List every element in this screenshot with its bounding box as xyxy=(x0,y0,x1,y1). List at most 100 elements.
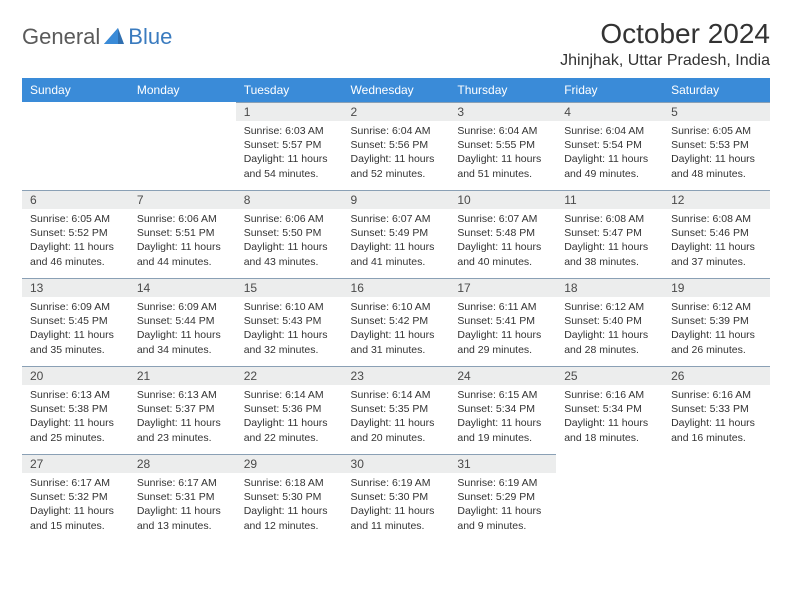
sunrise-line: Sunrise: 6:16 AM xyxy=(564,388,655,402)
sunset-line: Sunset: 5:50 PM xyxy=(244,226,335,240)
day-detail: Sunrise: 6:08 AMSunset: 5:46 PMDaylight:… xyxy=(663,209,770,275)
calendar-cell: 8Sunrise: 6:06 AMSunset: 5:50 PMDaylight… xyxy=(236,190,343,278)
daylight-line-1: Daylight: 11 hours xyxy=(457,328,548,342)
calendar-cell: 27Sunrise: 6:17 AMSunset: 5:32 PMDayligh… xyxy=(22,454,129,542)
day-number: 18 xyxy=(556,278,663,297)
day-detail: Sunrise: 6:19 AMSunset: 5:30 PMDaylight:… xyxy=(343,473,450,539)
daylight-line-2: and 31 minutes. xyxy=(351,343,442,357)
day-detail: Sunrise: 6:04 AMSunset: 5:54 PMDaylight:… xyxy=(556,121,663,187)
daylight-line-1: Daylight: 11 hours xyxy=(351,328,442,342)
daylight-line-1: Daylight: 11 hours xyxy=(30,504,121,518)
calendar-cell xyxy=(556,454,663,542)
day-detail: Sunrise: 6:07 AMSunset: 5:49 PMDaylight:… xyxy=(343,209,450,275)
sunset-line: Sunset: 5:32 PM xyxy=(30,490,121,504)
sunrise-line: Sunrise: 6:08 AM xyxy=(564,212,655,226)
daylight-line-1: Daylight: 11 hours xyxy=(564,152,655,166)
daylight-line-1: Daylight: 11 hours xyxy=(351,240,442,254)
day-detail: Sunrise: 6:17 AMSunset: 5:31 PMDaylight:… xyxy=(129,473,236,539)
daylight-line-2: and 40 minutes. xyxy=(457,255,548,269)
daylight-line-2: and 28 minutes. xyxy=(564,343,655,357)
daylight-line-2: and 46 minutes. xyxy=(30,255,121,269)
day-number: 23 xyxy=(343,366,450,385)
daylight-line-1: Daylight: 11 hours xyxy=(30,328,121,342)
daylight-line-2: and 18 minutes. xyxy=(564,431,655,445)
calendar-cell: 15Sunrise: 6:10 AMSunset: 5:43 PMDayligh… xyxy=(236,278,343,366)
daylight-line-2: and 29 minutes. xyxy=(457,343,548,357)
daylight-line-1: Daylight: 11 hours xyxy=(457,240,548,254)
calendar-row: 20Sunrise: 6:13 AMSunset: 5:38 PMDayligh… xyxy=(22,366,770,454)
daylight-line-1: Daylight: 11 hours xyxy=(671,240,762,254)
daylight-line-1: Daylight: 11 hours xyxy=(351,504,442,518)
sunset-line: Sunset: 5:52 PM xyxy=(30,226,121,240)
day-number: 17 xyxy=(449,278,556,297)
calendar-cell: 21Sunrise: 6:13 AMSunset: 5:37 PMDayligh… xyxy=(129,366,236,454)
calendar-cell: 24Sunrise: 6:15 AMSunset: 5:34 PMDayligh… xyxy=(449,366,556,454)
calendar-cell: 20Sunrise: 6:13 AMSunset: 5:38 PMDayligh… xyxy=(22,366,129,454)
daylight-line-2: and 32 minutes. xyxy=(244,343,335,357)
day-detail: Sunrise: 6:05 AMSunset: 5:53 PMDaylight:… xyxy=(663,121,770,187)
sunrise-line: Sunrise: 6:06 AM xyxy=(137,212,228,226)
day-detail: Sunrise: 6:13 AMSunset: 5:38 PMDaylight:… xyxy=(22,385,129,451)
day-number: 14 xyxy=(129,278,236,297)
weekday-header: Thursday xyxy=(449,78,556,102)
day-detail: Sunrise: 6:07 AMSunset: 5:48 PMDaylight:… xyxy=(449,209,556,275)
daylight-line-2: and 11 minutes. xyxy=(351,519,442,533)
calendar-cell: 4Sunrise: 6:04 AMSunset: 5:54 PMDaylight… xyxy=(556,102,663,190)
sunset-line: Sunset: 5:41 PM xyxy=(457,314,548,328)
sunset-line: Sunset: 5:45 PM xyxy=(30,314,121,328)
sunset-line: Sunset: 5:29 PM xyxy=(457,490,548,504)
calendar-row: 1Sunrise: 6:03 AMSunset: 5:57 PMDaylight… xyxy=(22,102,770,190)
location: Jhinjhak, Uttar Pradesh, India xyxy=(560,52,770,70)
sunset-line: Sunset: 5:53 PM xyxy=(671,138,762,152)
calendar-cell: 12Sunrise: 6:08 AMSunset: 5:46 PMDayligh… xyxy=(663,190,770,278)
daylight-line-1: Daylight: 11 hours xyxy=(457,416,548,430)
day-number: 12 xyxy=(663,190,770,209)
daylight-line-1: Daylight: 11 hours xyxy=(244,152,335,166)
sunrise-line: Sunrise: 6:16 AM xyxy=(671,388,762,402)
daylight-line-1: Daylight: 11 hours xyxy=(137,416,228,430)
sunset-line: Sunset: 5:46 PM xyxy=(671,226,762,240)
sunrise-line: Sunrise: 6:05 AM xyxy=(671,124,762,138)
day-number: 31 xyxy=(449,454,556,473)
day-detail: Sunrise: 6:16 AMSunset: 5:34 PMDaylight:… xyxy=(556,385,663,451)
day-number: 8 xyxy=(236,190,343,209)
calendar-cell: 3Sunrise: 6:04 AMSunset: 5:55 PMDaylight… xyxy=(449,102,556,190)
calendar-cell: 23Sunrise: 6:14 AMSunset: 5:35 PMDayligh… xyxy=(343,366,450,454)
calendar-cell: 1Sunrise: 6:03 AMSunset: 5:57 PMDaylight… xyxy=(236,102,343,190)
sunrise-line: Sunrise: 6:19 AM xyxy=(351,476,442,490)
sunset-line: Sunset: 5:30 PM xyxy=(351,490,442,504)
day-number: 7 xyxy=(129,190,236,209)
day-number: 21 xyxy=(129,366,236,385)
daylight-line-1: Daylight: 11 hours xyxy=(137,328,228,342)
day-number: 2 xyxy=(343,102,450,121)
calendar-cell xyxy=(22,102,129,190)
day-detail: Sunrise: 6:13 AMSunset: 5:37 PMDaylight:… xyxy=(129,385,236,451)
weekday-header: Sunday xyxy=(22,78,129,102)
sunrise-line: Sunrise: 6:04 AM xyxy=(564,124,655,138)
title-block: October 2024 Jhinjhak, Uttar Pradesh, In… xyxy=(560,18,770,70)
header: General Blue October 2024 Jhinjhak, Utta… xyxy=(22,18,770,70)
daylight-line-1: Daylight: 11 hours xyxy=(137,504,228,518)
day-detail: Sunrise: 6:16 AMSunset: 5:33 PMDaylight:… xyxy=(663,385,770,451)
calendar-cell: 6Sunrise: 6:05 AMSunset: 5:52 PMDaylight… xyxy=(22,190,129,278)
daylight-line-2: and 25 minutes. xyxy=(30,431,121,445)
daylight-line-1: Daylight: 11 hours xyxy=(457,152,548,166)
calendar-cell: 7Sunrise: 6:06 AMSunset: 5:51 PMDaylight… xyxy=(129,190,236,278)
day-detail: Sunrise: 6:10 AMSunset: 5:43 PMDaylight:… xyxy=(236,297,343,363)
calendar-cell: 31Sunrise: 6:19 AMSunset: 5:29 PMDayligh… xyxy=(449,454,556,542)
day-detail: Sunrise: 6:09 AMSunset: 5:45 PMDaylight:… xyxy=(22,297,129,363)
daylight-line-2: and 26 minutes. xyxy=(671,343,762,357)
day-detail: Sunrise: 6:11 AMSunset: 5:41 PMDaylight:… xyxy=(449,297,556,363)
daylight-line-2: and 52 minutes. xyxy=(351,167,442,181)
sunrise-line: Sunrise: 6:13 AM xyxy=(137,388,228,402)
day-number: 24 xyxy=(449,366,556,385)
calendar-cell xyxy=(129,102,236,190)
sunrise-line: Sunrise: 6:11 AM xyxy=(457,300,548,314)
calendar-cell: 2Sunrise: 6:04 AMSunset: 5:56 PMDaylight… xyxy=(343,102,450,190)
sunrise-line: Sunrise: 6:04 AM xyxy=(457,124,548,138)
sunrise-line: Sunrise: 6:18 AM xyxy=(244,476,335,490)
sunset-line: Sunset: 5:57 PM xyxy=(244,138,335,152)
day-number: 6 xyxy=(22,190,129,209)
sunset-line: Sunset: 5:39 PM xyxy=(671,314,762,328)
daylight-line-1: Daylight: 11 hours xyxy=(564,328,655,342)
